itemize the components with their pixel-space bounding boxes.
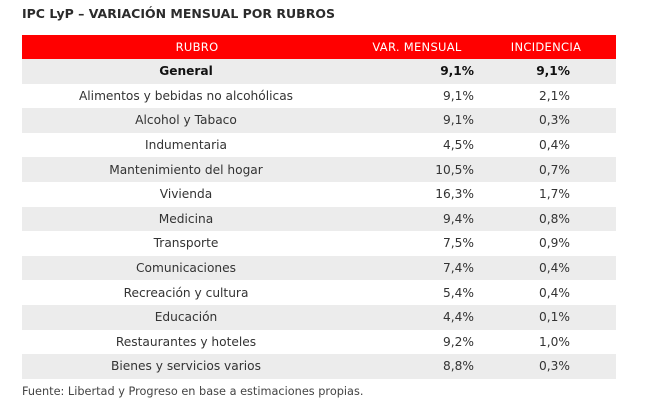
cell-var: 16,3% bbox=[435, 187, 474, 202]
cell-rubro: Vivienda bbox=[159, 187, 213, 202]
table-row: Recreación y cultura 5,4% 0,4% bbox=[22, 280, 616, 305]
cell-rubro: Bienes y servicios varios bbox=[111, 359, 261, 374]
cell-var: 8,8% bbox=[443, 359, 474, 374]
table-row: Restaurantes y hoteles 9,2% 1,0% bbox=[22, 330, 616, 355]
cell-var: 4,4% bbox=[443, 310, 474, 325]
cell-inc: 0,4% bbox=[539, 285, 570, 300]
cell-inc: 2,1% bbox=[539, 88, 570, 103]
table-row-general: General 9,1% 9,1% bbox=[22, 59, 616, 84]
table-row: Vivienda 16,3% 1,7% bbox=[22, 182, 616, 207]
cell-rubro: Comunicaciones bbox=[136, 261, 236, 276]
cell-var: 9,4% bbox=[443, 211, 474, 226]
table-row: Indumentaria 4,5% 0,4% bbox=[22, 133, 616, 158]
table-row: Alcohol y Tabaco 9,1% 0,3% bbox=[22, 108, 616, 133]
cell-inc: 0,9% bbox=[539, 236, 570, 251]
cell-rubro: Transporte bbox=[153, 236, 219, 251]
cell-var: 9,1% bbox=[443, 88, 474, 103]
header-var-mensual: VAR. MENSUAL bbox=[372, 40, 462, 54]
cell-rubro: Mantenimiento del hogar bbox=[109, 162, 263, 177]
cell-rubro: Restaurantes y hoteles bbox=[115, 334, 257, 349]
table-row: Alimentos y bebidas no alcohólicas 9,1% … bbox=[22, 84, 616, 109]
cell-var: 9,1% bbox=[440, 64, 474, 79]
cell-inc: 0,7% bbox=[539, 162, 570, 177]
table-row: Bienes y servicios varios 8,8% 0,3% bbox=[22, 354, 616, 379]
cell-inc: 0,4% bbox=[539, 261, 570, 276]
table-row: Mantenimiento del hogar 10,5% 0,7% bbox=[22, 157, 616, 182]
cell-var: 10,5% bbox=[435, 162, 474, 177]
cell-inc: 0,3% bbox=[539, 113, 570, 128]
header-rubro: RUBRO bbox=[175, 40, 219, 54]
cell-rubro: Alimentos y bebidas no alcohólicas bbox=[78, 88, 294, 103]
cell-var: 9,2% bbox=[443, 334, 474, 349]
cell-inc: 0,8% bbox=[539, 211, 570, 226]
header-incidencia: INCIDENCIA bbox=[510, 40, 582, 54]
cell-inc: 9,1% bbox=[536, 64, 570, 79]
table-row: Educación 4,4% 0,1% bbox=[22, 304, 616, 330]
cell-rubro: Educación bbox=[154, 310, 218, 325]
table-row: Transporte 7,5% 0,9% bbox=[22, 231, 616, 256]
cell-rubro: Indumentaria bbox=[145, 138, 227, 153]
cell-var: 7,5% bbox=[443, 236, 474, 251]
cell-rubro: Alcohol y Tabaco bbox=[135, 113, 237, 128]
cell-var: 5,4% bbox=[443, 285, 474, 300]
cell-var: 4,5% bbox=[443, 138, 474, 153]
cell-inc: 0,4% bbox=[539, 138, 570, 153]
source-note: Fuente: Libertad y Progreso en base a es… bbox=[22, 385, 364, 398]
cell-inc: 1,7% bbox=[539, 187, 570, 202]
cell-rubro: Medicina bbox=[158, 211, 214, 226]
ipc-table: RUBRO VAR. MENSUAL INCIDENCIA General 9,… bbox=[22, 35, 616, 379]
table-row: Medicina 9,4% 0,8% bbox=[22, 206, 616, 232]
table-header: RUBRO VAR. MENSUAL INCIDENCIA bbox=[22, 35, 616, 59]
cell-rubro: Recreación y cultura bbox=[123, 285, 249, 300]
table-row: Comunicaciones 7,4% 0,4% bbox=[22, 255, 616, 281]
cell-var: 7,4% bbox=[443, 261, 474, 276]
cell-inc: 0,3% bbox=[539, 359, 570, 374]
table-title: IPC LyP – VARIACIÓN MENSUAL POR RUBROS bbox=[22, 6, 335, 21]
cell-inc: 1,0% bbox=[539, 334, 570, 349]
cell-var: 9,1% bbox=[443, 113, 474, 128]
cell-inc: 0,1% bbox=[539, 310, 570, 325]
cell-rubro: General bbox=[159, 64, 213, 79]
